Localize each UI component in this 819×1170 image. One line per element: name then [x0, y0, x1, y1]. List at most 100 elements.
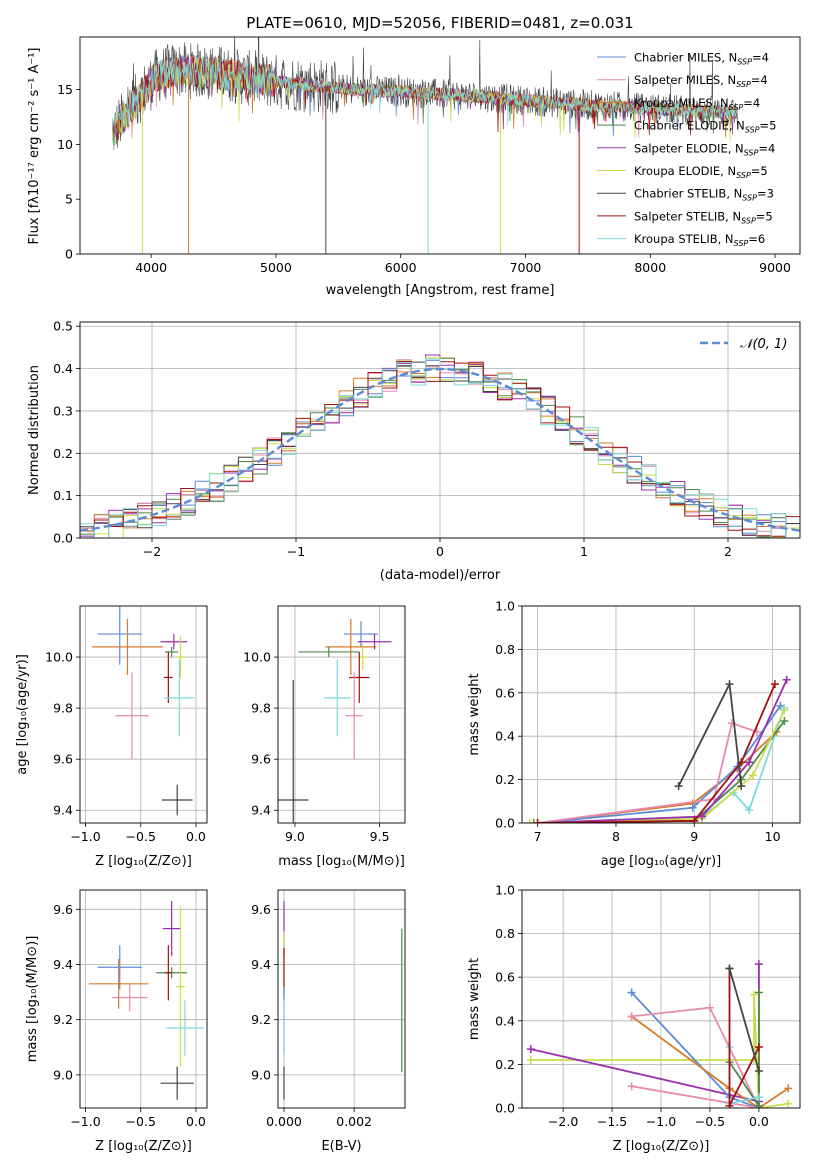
- mass_weight_vs_age-marker-4-0: [529, 819, 538, 823]
- mass_weight_vs_Z-marker-1-2: [754, 960, 763, 969]
- age_vs_mass-point-7: [345, 672, 363, 760]
- age_vs_mass-points: [278, 618, 392, 823]
- age_vs_mass-point-0: [344, 621, 378, 647]
- age_vs_Z-points: [92, 606, 195, 816]
- mass_vs_ebv-points: [283, 901, 403, 1100]
- spectrum-xtick-label-3: 7000: [510, 260, 542, 275]
- age_vs_mass-ytick-label-3: 10.0: [243, 650, 271, 665]
- histogram-kroupa-stelib: [80, 358, 800, 538]
- mass_weight_vs_Z-line-3: [631, 1015, 789, 1108]
- mass_weight_vs_age-xtick-label-3: 10: [765, 829, 781, 844]
- mass_vs_Z-ylabel: mass [log₁₀(M/M⊙)]: [25, 936, 40, 1063]
- spectrum-xtick-label-0: 4000: [135, 260, 167, 275]
- mass_weight_vs_Z-xtick-label-2: −1.0: [646, 1114, 676, 1129]
- legend-entry-7: Salpeter STELIB, NSSP=5: [634, 209, 773, 225]
- mass_vs_Z-points: [88, 901, 204, 1100]
- mass_weight_vs_Z-xtick-label-4: 0.0: [749, 1114, 769, 1129]
- mass_weight_vs_age-marker-6-1: [698, 812, 707, 821]
- mass_weight_vs_age-marker-8-2: [737, 782, 746, 791]
- mass_vs_Z-axes: −1.0 −0.5 0.0 9.0 9.2 9.4 9.6: [53, 890, 207, 1129]
- mass_weight_vs_Z-ylabel: mass weight: [467, 958, 482, 1040]
- histogram-salpeter-stelib: [80, 361, 800, 538]
- mass_vs_Z-xtick-label-0: −1.0: [70, 1114, 100, 1129]
- residuals-xtick-label-0: −2: [143, 544, 161, 559]
- age_vs_Z-point-4: [165, 646, 179, 658]
- age_vs_mass-ytick-label-2: 9.8: [251, 701, 271, 716]
- mass_weight_vs_age-marker-8-1: [725, 680, 734, 689]
- age_vs_Z-point-6: [176, 636, 185, 678]
- mass_vs_Z-ytick-label-1: 9.2: [53, 1012, 73, 1027]
- mass_weight_vs_Z-marker-4-0: [627, 1012, 636, 1021]
- mass_vs_Z-point-2: [112, 983, 148, 1012]
- mass_vs_Z-ytick-label-2: 9.4: [53, 957, 73, 972]
- residuals-xtick-label-1: −1: [287, 544, 305, 559]
- mass_weight_vs_Z-frame: [521, 889, 801, 1109]
- mass_weight_vs_age-line-5: [529, 709, 786, 823]
- gaussian-curve: [80, 367, 800, 532]
- mass_weight_vs_Z-series: [526, 960, 793, 1108]
- age_vs_Z-xtick-label-2: 0.0: [186, 829, 206, 844]
- mass_weight_vs_Z-ytick-label-1: 0.2: [495, 1057, 515, 1072]
- mass_vs_ebv-ytick-label-0: 9.0: [251, 1067, 271, 1082]
- mass_weight_vs_age-marker-5-2: [749, 771, 758, 780]
- mass_weight_vs_Z-marker-2-0: [627, 988, 636, 997]
- legend-entry-1: Salpeter MILES, NSSP=4: [634, 73, 768, 89]
- age_vs_Z-ytick-label-3: 10.0: [45, 650, 73, 665]
- residuals-xtick-label-2: 0: [436, 544, 444, 559]
- mass_weight_vs_age-marker-1-1: [688, 803, 697, 812]
- spectrum-ytick-label-0: 0: [65, 247, 73, 262]
- legend-entry-3: Chabrier ELODIE, NSSP=5: [634, 119, 776, 135]
- mass_weight_vs_Z-marker-8-0: [725, 964, 734, 973]
- mass_weight_vs_Z-marker-6-2: [754, 1093, 763, 1102]
- mass_weight_vs_age-marker-5-3: [780, 706, 789, 715]
- legend-entry-8: Kroupa STELIB, NSSP=6: [634, 232, 765, 248]
- mass_weight_vs_Z-marker-1-0: [526, 1045, 535, 1054]
- mass_weight_vs_age-marker-4-3: [780, 717, 789, 726]
- mass_vs_Z-ytick-label-0: 9.0: [53, 1067, 73, 1082]
- age_vs_Z-point-2: [115, 672, 149, 760]
- spectrum-xtick-label-1: 5000: [260, 260, 292, 275]
- residuals-frame: [79, 321, 801, 539]
- legend-entry-4: Salpeter ELODIE, NSSP=4: [634, 141, 775, 157]
- mass_vs_ebv-ytick-label-1: 9.2: [251, 1012, 271, 1027]
- mass_weight_vs_age-line-1: [537, 705, 782, 823]
- residuals-xlabel: (data-model)/error: [380, 568, 501, 583]
- mass_weight_vs_Z-ytick-label-5: 1.0: [495, 883, 515, 898]
- mass_vs_Z-point-0: [97, 945, 142, 990]
- age_vs_Z-ytick-label-1: 9.6: [53, 752, 73, 767]
- mass_weight_vs_age-ytick-label-1: 0.2: [495, 772, 515, 787]
- mass_weight_vs_age-line-7: [537, 683, 776, 823]
- spectrum-ytick-label-2: 10: [57, 137, 73, 152]
- age_vs_mass-point-5: [349, 651, 370, 704]
- mass_vs_ebv-xlabel: E(B-V): [321, 1139, 361, 1154]
- mass_weight_vs_Z-marker-5-2: [754, 988, 763, 997]
- mass_weight_vs_Z-marker-4-1: [705, 1003, 714, 1012]
- mass_weight_vs_age-ytick-label-5: 1.0: [495, 599, 515, 614]
- age_vs_Z-point-3: [160, 634, 188, 650]
- age_vs_Z-point-1: [92, 618, 163, 675]
- age_vs_Z-xlabel: Z [log₁₀(Z/Z⊙)]: [95, 854, 192, 869]
- mass_vs_Z-point-1: [88, 958, 149, 1009]
- mass_vs_Z-point-8: [160, 1066, 194, 1100]
- mass_weight_vs_Z-xtick-label-3: −0.5: [695, 1114, 725, 1129]
- age_vs_Z-xtick-label-0: −1.0: [70, 829, 100, 844]
- mass_weight_vs_Z-marker-0-0: [526, 1056, 535, 1065]
- mass_weight_vs_age-marker-5-0: [525, 819, 534, 823]
- spectrum-xtick-label-2: 6000: [385, 260, 417, 275]
- mass_weight_vs_Z-marker-0-4: [784, 1099, 793, 1108]
- legend-entry-6: Chabrier STELIB, NSSP=3: [634, 187, 774, 203]
- mass_vs_ebv-frame: [277, 889, 406, 1109]
- mass_weight_vs_Z-line-4: [631, 1006, 760, 1108]
- mass_vs_Z-point-7: [166, 1000, 204, 1056]
- mass_vs_ebv-xtick-label-1: 0.002: [336, 1114, 372, 1129]
- mass_weight_vs_age-marker-3-3: [745, 805, 754, 814]
- mass_weight_vs_Z-xtick-label-0: −2.0: [548, 1114, 578, 1129]
- mass_vs_Z-point-5: [165, 945, 172, 1001]
- age_vs_Z-point-7: [163, 659, 195, 737]
- spectrum-line-kroupa-stelib: [112, 56, 738, 148]
- age_vs_mass-xtick-label-1: 9.5: [370, 829, 390, 844]
- residuals-ytick-label-5: 0.5: [53, 319, 73, 334]
- mass_vs_Z-xlabel: Z [log₁₀(Z/Z⊙)]: [95, 1139, 192, 1154]
- mass_weight_vs_age-ytick-label-4: 0.8: [495, 642, 515, 657]
- mass_weight_vs_age-marker-7-1: [690, 816, 699, 823]
